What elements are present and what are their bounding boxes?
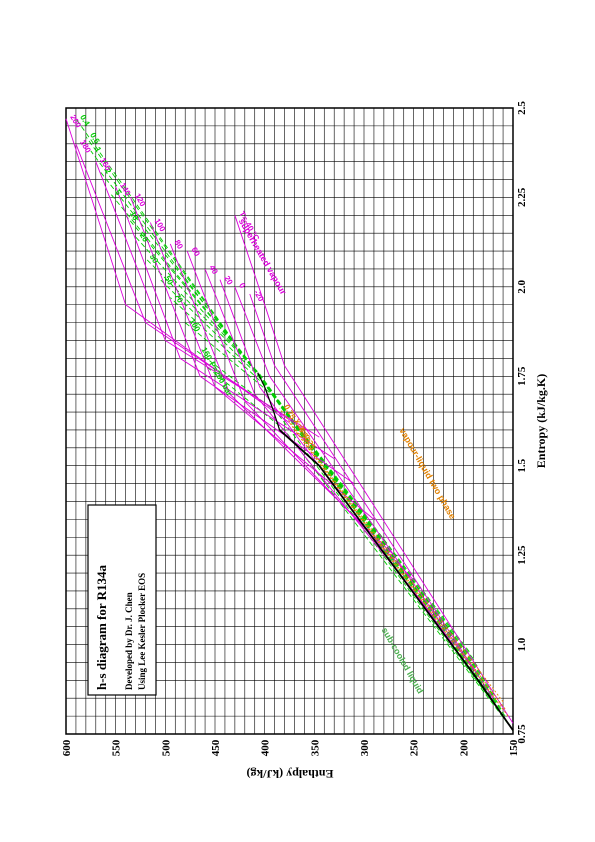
x-axis-title: Entropy (kJ/kg.K) [534, 374, 548, 468]
chart-title: h-s diagram for R134a [94, 564, 109, 690]
y-tick-label: 350 [309, 739, 321, 756]
title-box: h-s diagram for R134a Developed by Dr. J… [87, 504, 157, 696]
y-tick-label: 400 [260, 739, 272, 756]
y-axis-title: Enthalpy (kJ/kg) [246, 767, 333, 781]
isobar-label: 5 [113, 188, 123, 197]
x-tick-label: 2.25 [516, 187, 528, 207]
y-tick-label: 250 [409, 739, 421, 756]
y-tick-label: 600 [61, 739, 73, 756]
x-tick-label: 1.0 [516, 637, 528, 651]
x-tick-label: 2.5 [516, 101, 528, 115]
subtitle-line-1: Developed by Dr. J. Chen [124, 592, 134, 690]
x-tick-label: 2.0 [516, 279, 528, 293]
isotherm-line [186, 250, 415, 581]
saturation-vapour-line [257, 372, 281, 431]
x-tick-label: 1.5 [516, 458, 528, 472]
title-box-frame [87, 504, 157, 696]
x-tick-label: 1.75 [516, 366, 528, 386]
isobar-line [75, 118, 470, 652]
x-tick-label: 0.75 [516, 724, 528, 744]
isotherm-label: 0 [237, 281, 247, 290]
x-tick-label: 1.25 [516, 545, 528, 565]
isobar-label: 2 [103, 167, 113, 176]
isotherm-line [234, 215, 514, 724]
isobar-line [184, 322, 509, 724]
x-tick-labels: 0.75 1.0 1.25 1.5 1.75 2.0 2.25 2.5 [516, 101, 528, 744]
y-tick-label: 500 [160, 739, 172, 756]
y-tick-label: 450 [210, 739, 222, 756]
isotherm-line [169, 243, 395, 556]
chart-curves [65, 118, 514, 731]
isobar-line [145, 257, 498, 703]
y-tick-label: 550 [111, 739, 123, 756]
quality-line [294, 429, 509, 717]
isotherm-line [115, 186, 335, 459]
isobar-line [196, 350, 512, 728]
isotherm-line [204, 268, 434, 617]
isobar-line [204, 365, 514, 731]
y-tick-label: 200 [458, 739, 470, 756]
isotherm-line [130, 197, 355, 484]
isotherm-line [65, 118, 290, 424]
isobar-line [85, 136, 474, 660]
isobar-label: 1 [93, 145, 103, 154]
subtitle-line-2: Using Lee Kesler Plocker EOS [137, 573, 147, 690]
quality-line [279, 408, 504, 703]
saturation-liquid-line [278, 429, 514, 731]
y-tick-label: 150 [508, 739, 520, 756]
y-tick-labels: 150 200 250 300 350 400 450 500 550 600 [61, 739, 520, 756]
isotherm-line [75, 143, 305, 431]
y-tick-label: 300 [359, 739, 371, 756]
isotherm-line [249, 293, 494, 699]
